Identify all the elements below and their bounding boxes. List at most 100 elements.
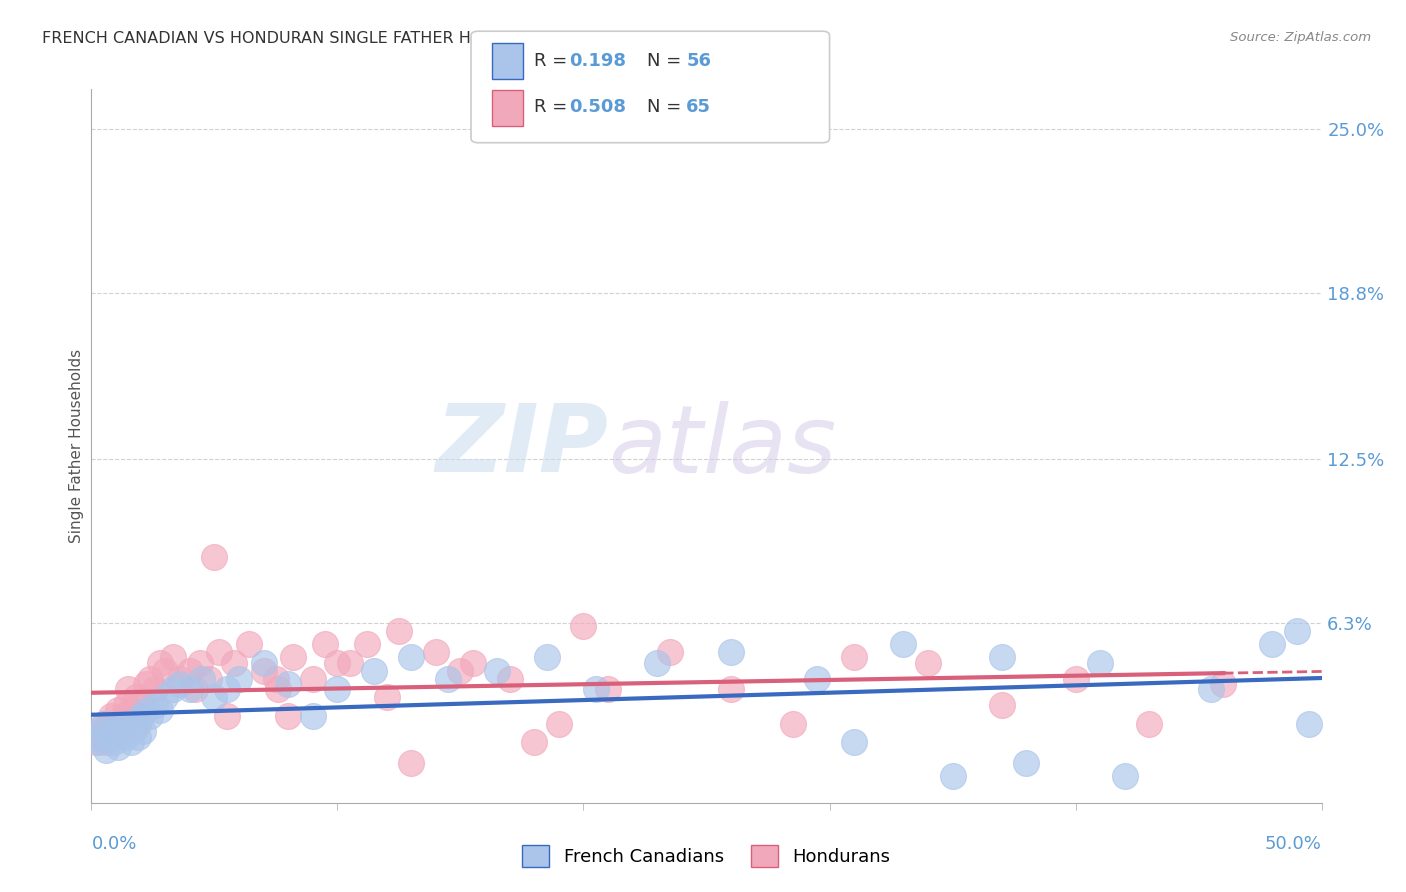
Point <box>139 708 162 723</box>
Text: 0.508: 0.508 <box>569 98 627 117</box>
Point <box>127 730 149 744</box>
Point <box>179 682 201 697</box>
Point <box>124 716 146 731</box>
Point <box>110 716 132 731</box>
Text: R =: R = <box>534 98 574 117</box>
Text: N =: N = <box>647 53 686 70</box>
Point <box>277 677 299 691</box>
Point <box>122 708 145 723</box>
Point <box>122 724 145 739</box>
Point <box>153 690 177 704</box>
Point <box>90 724 112 739</box>
Point <box>93 716 115 731</box>
Point <box>277 708 299 723</box>
Point <box>100 708 122 723</box>
Point <box>1064 672 1087 686</box>
Point <box>215 708 238 723</box>
Point <box>363 664 385 678</box>
Point <box>202 690 225 704</box>
Point <box>149 656 172 670</box>
Point <box>375 690 398 704</box>
Point <box>399 756 422 771</box>
Point <box>188 656 211 670</box>
Text: R =: R = <box>534 53 574 70</box>
Text: N =: N = <box>647 98 686 117</box>
Point <box>169 677 191 691</box>
Point <box>96 735 117 749</box>
Point <box>301 672 323 686</box>
Point <box>117 682 139 697</box>
Point <box>86 730 108 744</box>
Point <box>658 645 681 659</box>
Point <box>1199 682 1222 697</box>
Point <box>208 645 231 659</box>
Point <box>264 672 287 686</box>
Point <box>169 672 191 686</box>
Point <box>114 730 138 744</box>
Point <box>145 698 166 712</box>
Point <box>326 682 349 697</box>
Point <box>301 708 323 723</box>
Point <box>90 724 112 739</box>
Point <box>129 698 152 712</box>
Point <box>339 656 361 670</box>
Point <box>281 650 304 665</box>
Text: 56: 56 <box>686 53 711 70</box>
Point <box>1261 637 1284 651</box>
Legend: French Canadians, Hondurans: French Canadians, Hondurans <box>513 836 900 876</box>
Point <box>114 698 138 712</box>
Point <box>124 690 146 704</box>
Y-axis label: Single Father Households: Single Father Households <box>69 349 84 543</box>
Point <box>1015 756 1038 771</box>
Point <box>183 682 207 697</box>
Point <box>461 656 484 670</box>
Point <box>127 716 149 731</box>
Point <box>596 682 619 697</box>
Point <box>399 650 422 665</box>
Point <box>162 682 184 697</box>
Text: Source: ZipAtlas.com: Source: ZipAtlas.com <box>1230 31 1371 45</box>
Point <box>1139 716 1161 731</box>
Point <box>253 656 276 670</box>
Point <box>105 724 127 739</box>
Point <box>891 637 914 651</box>
Point <box>222 656 246 670</box>
Point <box>585 682 607 697</box>
Point <box>806 672 828 686</box>
Point <box>498 672 520 686</box>
Point <box>179 664 201 678</box>
Point <box>149 703 172 717</box>
Point <box>198 672 221 686</box>
Point <box>96 743 117 757</box>
Point <box>253 664 276 678</box>
Point <box>135 703 156 717</box>
Point <box>107 740 129 755</box>
Point <box>129 708 152 723</box>
Point <box>547 716 569 731</box>
Point <box>437 672 460 686</box>
Point <box>238 637 260 651</box>
Point <box>1088 656 1111 670</box>
Point <box>191 672 214 686</box>
Point <box>135 677 156 691</box>
Point <box>153 664 177 678</box>
Point <box>145 682 166 697</box>
Point <box>990 698 1012 712</box>
Point <box>97 716 120 731</box>
Point <box>941 769 963 783</box>
Point <box>110 724 132 739</box>
Point <box>523 735 546 749</box>
Text: atlas: atlas <box>607 401 837 491</box>
Point <box>117 724 139 739</box>
Point <box>388 624 411 638</box>
Point <box>486 664 509 678</box>
Point <box>1114 769 1136 783</box>
Point <box>572 618 595 632</box>
Text: 50.0%: 50.0% <box>1265 835 1322 853</box>
Point <box>105 719 127 733</box>
Point <box>100 724 122 739</box>
Point <box>103 735 125 749</box>
Point <box>132 724 155 739</box>
Point <box>112 708 135 723</box>
Text: 65: 65 <box>686 98 711 117</box>
